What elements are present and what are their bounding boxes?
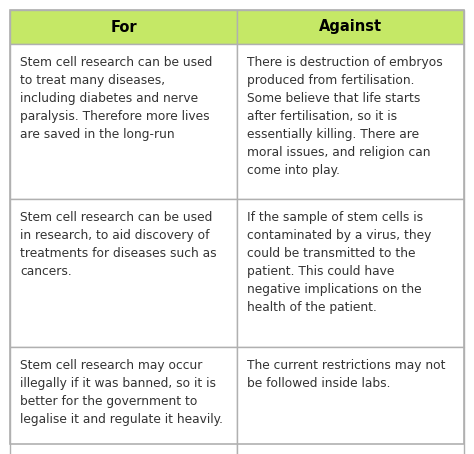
- Text: There is destruction of embryos
produced from fertilisation.
Some believe that l: There is destruction of embryos produced…: [247, 56, 443, 177]
- Text: The current restrictions may not
be followed inside labs.: The current restrictions may not be foll…: [247, 359, 446, 390]
- Text: Stem cell research can be used
to treat many diseases,
including diabetes and ne: Stem cell research can be used to treat …: [20, 56, 212, 141]
- Text: Stem cell research can be used
in research, to aid discovery of
treatments for d: Stem cell research can be used in resear…: [20, 211, 217, 278]
- Bar: [237, 10, 464, 44]
- Text: If the sample of stem cells is
contaminated by a virus, they
could be transmitte: If the sample of stem cells is contamina…: [247, 211, 431, 314]
- Bar: [237, 44, 464, 199]
- Bar: [10, 347, 237, 454]
- Bar: [10, 44, 237, 199]
- Text: Stem cell research may occur
illegally if it was banned, so it is
better for the: Stem cell research may occur illegally i…: [20, 359, 223, 426]
- Bar: [10, 199, 237, 347]
- Text: For: For: [110, 20, 137, 35]
- Bar: [10, 10, 237, 44]
- Bar: [237, 199, 464, 347]
- Text: Against: Against: [319, 20, 382, 35]
- Bar: [237, 347, 464, 454]
